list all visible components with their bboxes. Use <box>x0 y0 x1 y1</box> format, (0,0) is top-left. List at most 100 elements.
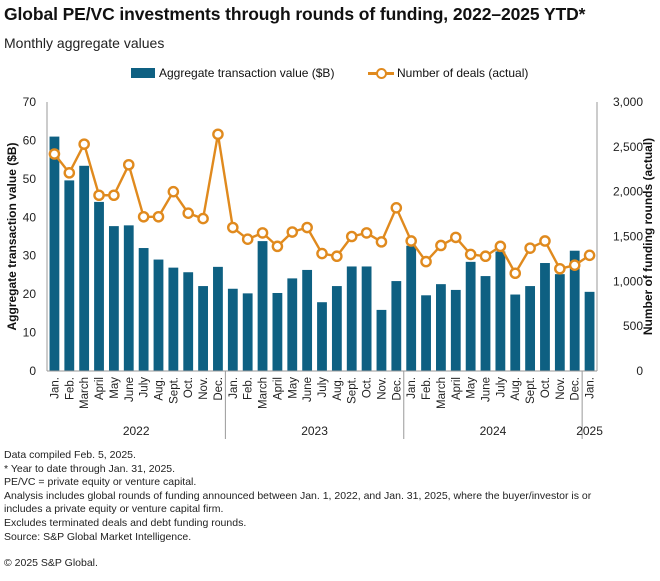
axes: 0 10 20 30 40 50 60 70 0 500 1,000 1,500 2,000 2,500 3… <box>5 95 655 439</box>
bar <box>376 309 387 371</box>
y-right-tick-label: 1,000 <box>613 274 643 288</box>
x-tick-label: Sept. <box>347 377 359 404</box>
y-right-tick-label: 2,000 <box>613 185 643 199</box>
x-tick-label: Dec. <box>570 377 582 401</box>
line-point <box>583 249 596 262</box>
line-point <box>227 221 239 234</box>
line-point <box>375 236 388 248</box>
line-point <box>241 233 254 245</box>
bar <box>183 272 194 371</box>
y-left-tick-label: 30 <box>23 249 37 263</box>
legend: Aggregate transaction value ($B) Number … <box>0 66 660 84</box>
bar <box>525 286 536 371</box>
legend-item-bars: Aggregate transaction value ($B) <box>131 66 334 80</box>
bar <box>361 266 372 371</box>
bar <box>123 225 134 371</box>
bar <box>584 291 595 371</box>
line-point <box>539 235 551 247</box>
line-point <box>93 189 105 202</box>
x-tick-label: March <box>258 377 270 409</box>
x-tick-label: Jan. <box>228 377 240 399</box>
x-tick-label: Nov. <box>376 377 388 400</box>
bar <box>391 281 402 371</box>
line-point <box>271 240 284 253</box>
x-tick-label: Oct. <box>362 377 374 398</box>
note-line: includes a private equity or venture cap… <box>4 503 224 516</box>
line-point <box>345 230 358 243</box>
x-tick-label: April <box>451 377 463 400</box>
copyright: © 2025 S&P Global. <box>4 557 98 569</box>
bar <box>421 295 431 371</box>
line-point <box>331 250 343 263</box>
line-point <box>48 148 61 160</box>
y-right-axis-title: Number of funding rounds (actual) <box>641 138 655 335</box>
x-tick-label: Dec. <box>213 377 225 401</box>
bar <box>302 269 313 371</box>
note-line: PE/VC = private equity or venture capita… <box>4 476 197 489</box>
bar <box>317 302 327 371</box>
x-tick-label: Feb. <box>243 377 255 400</box>
line-point <box>449 231 462 244</box>
bar <box>465 261 476 371</box>
line-point <box>524 242 536 254</box>
bar <box>510 294 521 371</box>
x-tick-label: July <box>139 377 151 398</box>
line-point <box>137 210 150 223</box>
x-tick-label: Nov. <box>555 377 567 400</box>
bar <box>346 266 357 371</box>
y-left-tick-label: 20 <box>23 287 37 301</box>
bar <box>287 278 298 371</box>
line-point <box>494 240 507 253</box>
bar <box>64 180 75 371</box>
bar <box>198 286 208 371</box>
y-left-tick-label: 40 <box>23 210 37 224</box>
y-right-tick-label: 500 <box>623 319 643 333</box>
x-tick-label: March <box>79 377 91 409</box>
line-point <box>464 248 477 261</box>
chart-subtitle: Monthly aggregate values <box>4 35 165 51</box>
legend-line-label: Number of deals (actual) <box>397 66 529 80</box>
y-left-tick-label: 10 <box>23 326 37 340</box>
line-point <box>212 128 224 141</box>
note-line: * Year to date through Jan. 31, 2025. <box>4 462 176 475</box>
line-point <box>435 239 447 252</box>
bar <box>168 267 179 371</box>
y-right-tick-label: 3,000 <box>613 95 643 109</box>
line-point <box>509 267 522 280</box>
x-tick-label: Jan. <box>49 377 61 399</box>
legend-bar-label: Aggregate transaction value ($B) <box>159 66 335 80</box>
line-point <box>182 207 195 219</box>
x-tick-label: Jan. <box>585 377 597 399</box>
line-point <box>301 221 313 234</box>
x-tick-label: April <box>272 377 284 400</box>
y-right-tick-label: 2,500 <box>613 140 643 154</box>
chart-title: Global PE/VC investments through rounds … <box>4 4 586 24</box>
legend-item-line: Number of deals (actual) <box>368 66 528 80</box>
line-point <box>256 227 269 239</box>
x-tick-label: Sept. <box>525 377 537 404</box>
line-point <box>479 250 492 263</box>
line-point <box>405 235 417 247</box>
line-point <box>197 212 209 225</box>
y-left-tick-label: 50 <box>23 172 37 186</box>
x-tick-label: May <box>287 377 299 399</box>
year-label: 2022 <box>123 424 150 438</box>
bar <box>436 284 446 371</box>
y-right-tick-label: 1,500 <box>613 230 643 244</box>
legend-line-swatch <box>368 67 394 79</box>
bar <box>108 226 119 371</box>
bar-series <box>49 136 595 371</box>
bar <box>569 250 580 371</box>
x-tick-label: May <box>466 377 478 399</box>
bar <box>242 293 253 371</box>
bar <box>79 165 90 371</box>
bar <box>495 251 506 371</box>
bar <box>450 289 461 371</box>
x-tick-label: Oct. <box>183 377 195 398</box>
note-line: Excludes terminated deals and debt fundi… <box>4 516 247 529</box>
x-tick-label: June <box>302 377 314 402</box>
x-tick-label: Oct. <box>540 377 552 398</box>
line-point <box>152 210 165 223</box>
chart-notes: Data compiled Feb. 5, 2025. * Year to dat… <box>4 449 654 544</box>
line-point <box>390 202 403 214</box>
